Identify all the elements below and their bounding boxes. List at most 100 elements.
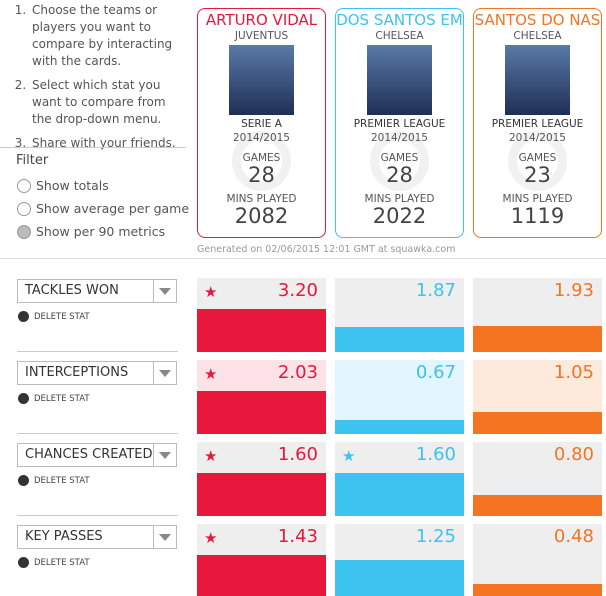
stat-bar xyxy=(197,309,326,352)
filter-option[interactable]: Show totals xyxy=(36,178,109,193)
delete-stat[interactable]: DELETE STAT xyxy=(34,476,90,486)
stat-value: 1.60 xyxy=(277,444,318,465)
stat-dropdown[interactable]: CHANCES CREATED xyxy=(17,443,177,467)
stat-box: 0.80 xyxy=(473,442,602,516)
stat-bar xyxy=(473,326,602,352)
delete-icon[interactable] xyxy=(18,475,29,486)
team: CHELSEA xyxy=(375,30,424,42)
radio[interactable] xyxy=(17,225,31,239)
dropdown-arrow xyxy=(153,526,176,548)
stat-bar xyxy=(197,391,326,434)
stat-box: 0.48 xyxy=(473,524,602,596)
league: PREMIER LEAGUE xyxy=(491,118,584,130)
stat-value: 0.67 xyxy=(415,362,456,383)
team: JUVENTUS xyxy=(234,30,289,42)
photo xyxy=(229,45,294,115)
stat-box: 3.20 ★ xyxy=(197,278,326,352)
games-label: GAMES xyxy=(518,152,557,164)
instruction: Select which stat you want to compare fr… xyxy=(30,77,186,128)
games: 23 xyxy=(524,163,551,187)
games-label: GAMES xyxy=(242,152,281,164)
games-label: GAMES xyxy=(380,152,419,164)
stat-box: 1.60 ★ xyxy=(197,442,326,516)
team: CHELSEA xyxy=(513,30,562,42)
mins: 1119 xyxy=(510,204,565,228)
delete-icon[interactable] xyxy=(18,311,29,322)
stat-box: 1.25 xyxy=(335,524,464,596)
player-name: ARTURO VIDAL xyxy=(205,11,318,29)
stat-bar xyxy=(335,473,464,516)
separator xyxy=(17,433,178,434)
season: 2014/2015 xyxy=(371,132,428,144)
stat-value: 0.80 xyxy=(553,444,594,465)
stat-name: TACKLES WON xyxy=(25,283,119,298)
stat-value: 1.60 xyxy=(415,444,456,465)
games: 28 xyxy=(248,163,275,187)
mins-label: MINS PLAYED xyxy=(226,193,297,205)
mins: 2022 xyxy=(372,204,427,228)
stat-dropdown[interactable]: TACKLES WON xyxy=(17,279,177,303)
separator xyxy=(0,258,606,259)
stat-name: CHANCES CREATED xyxy=(25,447,153,462)
stat-value: 2.03 xyxy=(277,362,318,383)
stat-bar xyxy=(335,419,464,434)
dropdown-arrow xyxy=(153,362,176,384)
best-star: ★ xyxy=(204,529,218,547)
delete-stat[interactable]: DELETE STAT xyxy=(34,394,90,404)
stat-dropdown[interactable]: KEY PASSES xyxy=(17,525,177,549)
dropdown-arrow xyxy=(153,444,176,466)
league: PREMIER LEAGUE xyxy=(353,118,446,130)
player-card[interactable]: DOS SANTOS EM CHELSEA PREMIER LEAGUE 2014/2… xyxy=(335,8,464,238)
season: 2014/2015 xyxy=(233,132,290,144)
delete-icon[interactable] xyxy=(18,557,29,568)
radio[interactable] xyxy=(17,179,31,193)
games: 28 xyxy=(386,163,413,187)
stat-bar xyxy=(473,583,602,596)
mins-label: MINS PLAYED xyxy=(364,193,435,205)
stat-box: 1.87 xyxy=(335,278,464,352)
separator xyxy=(17,515,178,516)
stat-box: 1.60 ★ xyxy=(335,442,464,516)
stat-value: 3.20 xyxy=(277,280,318,301)
delete-stat[interactable]: DELETE STAT xyxy=(34,312,90,322)
stat-box: 1.05 xyxy=(473,360,602,434)
season: 2014/2015 xyxy=(509,132,566,144)
player-name: SANTOS DO NAS xyxy=(474,11,601,29)
radio[interactable] xyxy=(17,202,31,216)
delete-stat[interactable]: DELETE STAT xyxy=(34,558,90,568)
best-star: ★ xyxy=(204,283,218,301)
stat-name: KEY PASSES xyxy=(25,529,103,544)
stat-bar xyxy=(335,326,464,352)
player-card[interactable]: SANTOS DO NAS CHELSEA PREMIER LEAGUE 2014/2… xyxy=(473,8,602,238)
league: SERIE A xyxy=(241,118,282,130)
filter-option[interactable]: Show per 90 metrics xyxy=(36,224,166,239)
dropdown-arrow xyxy=(153,280,176,302)
stat-value: 0.48 xyxy=(553,526,594,547)
logo-circle xyxy=(232,131,291,191)
filter-option[interactable]: Show average per game xyxy=(36,201,190,216)
delete-icon[interactable] xyxy=(18,393,29,404)
photo xyxy=(505,45,570,115)
mins: 2082 xyxy=(234,204,289,228)
best-star: ★ xyxy=(342,447,356,465)
stat-value: 1.93 xyxy=(553,280,594,301)
stat-value: 1.25 xyxy=(415,526,456,547)
separator xyxy=(17,351,178,352)
stat-value: 1.87 xyxy=(415,280,456,301)
player-name: DOS SANTOS EM xyxy=(336,11,463,29)
stat-box: 2.03 ★ xyxy=(197,360,326,434)
logo-circle xyxy=(508,131,567,191)
generated-note: Generated on 02/06/2015 12:01 GMT at squ… xyxy=(197,244,456,255)
instructions: Choose the teams or players you want to … xyxy=(0,2,186,159)
stat-bar xyxy=(197,473,326,516)
separator xyxy=(0,147,186,148)
stat-value: 1.43 xyxy=(277,526,318,547)
player-card[interactable]: ARTURO VIDAL JUVENTUS SERIE A 2014/2015 GAME… xyxy=(197,8,326,238)
instruction: Choose the teams or players you want to … xyxy=(30,2,186,70)
stat-bar xyxy=(473,494,602,516)
best-star: ★ xyxy=(204,365,218,383)
stat-value: 1.05 xyxy=(553,362,594,383)
mins-label: MINS PLAYED xyxy=(502,193,573,205)
stat-dropdown[interactable]: INTERCEPTIONS xyxy=(17,361,177,385)
